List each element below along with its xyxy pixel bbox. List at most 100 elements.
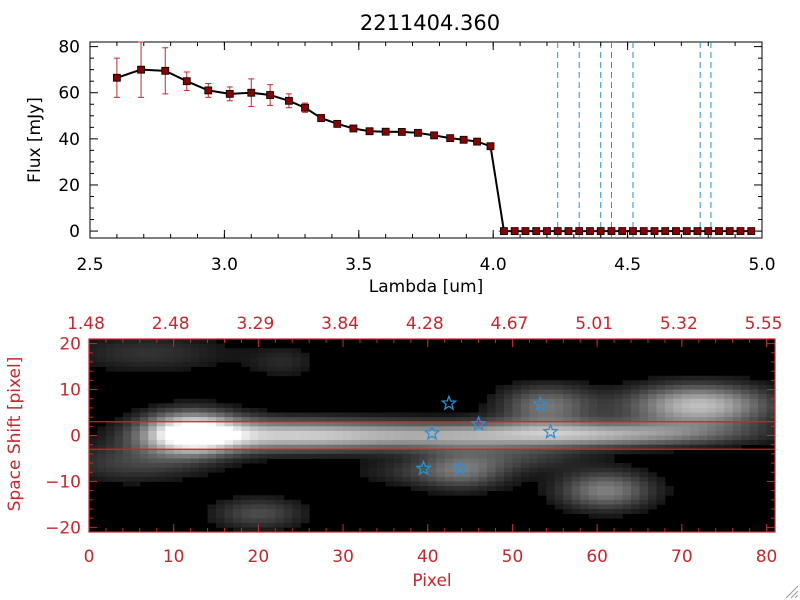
heatmap-cell — [758, 384, 767, 390]
heatmap-cell — [588, 417, 598, 423]
heatmap-cell — [656, 380, 666, 386]
heatmap-cell — [182, 449, 192, 455]
heatmap-cell — [199, 453, 208, 459]
heatmap-cell — [199, 430, 208, 436]
heatmap-cell — [690, 430, 700, 436]
heatmap-cell — [732, 412, 742, 418]
heatmap-cell — [503, 467, 513, 473]
heatmap-cell — [724, 380, 734, 386]
heatmap-cell — [571, 472, 581, 478]
heatmap-cell — [410, 426, 420, 432]
heatmap-cell — [300, 449, 310, 455]
heatmap-cell — [173, 444, 183, 450]
heatmap-cell — [436, 435, 446, 441]
heatmap-cell — [249, 352, 259, 358]
heatmap-cell — [241, 495, 251, 501]
heatmap-cell — [182, 435, 192, 441]
heatmap-cell — [766, 398, 776, 404]
heatmap-cell — [275, 499, 285, 505]
heatmap-cell — [410, 435, 420, 441]
heatmap-cell — [520, 417, 530, 423]
heatmap-cell — [182, 348, 192, 354]
heatmap-cell — [343, 449, 352, 455]
heatmap-cell — [326, 421, 336, 427]
image-top-axis: 1.48 2.48 3.29 3.84 4.28 4.67 5.01 5.32 5.55 — [67, 314, 782, 347]
heatmap-cell — [232, 412, 242, 418]
heatmap-cell — [97, 435, 107, 441]
heatmap-cell — [698, 407, 708, 413]
heatmap-cell — [266, 504, 276, 510]
heatmap-cell — [258, 509, 268, 515]
heatmap-cell — [199, 357, 208, 363]
heatmap-cell — [173, 403, 183, 409]
heatmap-cell — [715, 394, 725, 400]
heatmap-cell — [707, 417, 717, 423]
heatmap-cell — [478, 403, 488, 409]
heatmap-cell — [529, 467, 539, 473]
heatmap-cell — [190, 352, 200, 358]
heatmap-cell — [563, 435, 573, 441]
heatmap-cell — [766, 421, 776, 427]
heatmap-cell — [614, 490, 623, 496]
heatmap-cell — [588, 481, 598, 487]
heatmap-cell — [173, 357, 183, 363]
resize-grip-icon[interactable] — [785, 585, 799, 599]
heatmap-cell — [376, 412, 386, 418]
heatmap-cell — [605, 449, 615, 455]
heatmap-cell — [224, 458, 234, 464]
heatmap-cell — [647, 380, 657, 386]
heatmap-cell — [266, 430, 276, 436]
heatmap-cell — [758, 407, 767, 413]
heatmap-cell — [224, 499, 234, 505]
heatmap-cell — [199, 403, 208, 409]
heatmap-cell — [148, 348, 158, 354]
heatmap-cell — [258, 412, 268, 418]
heatmap-cell — [224, 403, 234, 409]
heatmap-cell — [724, 435, 734, 441]
x-tick-label: 3.0 — [211, 255, 238, 275]
heatmap-cell — [554, 412, 564, 418]
heatmap-cell — [444, 417, 454, 423]
heatmap-cell — [546, 398, 556, 404]
heatmap-cell — [647, 490, 657, 496]
heatmap-cell — [393, 449, 403, 455]
heatmap-cell — [588, 389, 598, 395]
heatmap-cell — [732, 375, 742, 381]
heatmap-cell — [614, 509, 623, 515]
heatmap-cell — [216, 509, 225, 515]
heatmap-cell — [681, 417, 691, 423]
heatmap-cell — [563, 417, 573, 423]
heatmap-cell — [309, 440, 319, 446]
heatmap-cell — [664, 421, 674, 427]
heatmap-cell — [588, 513, 598, 519]
data-point — [543, 227, 551, 235]
heatmap-cell — [131, 449, 141, 455]
heatmap-cell — [631, 389, 640, 395]
heatmap-cell — [258, 435, 268, 441]
heatmap-cell — [410, 472, 420, 478]
heatmap-cell — [139, 417, 149, 423]
heatmap-cell — [478, 476, 488, 482]
heatmap-cell — [597, 403, 607, 409]
heatmap-cell — [478, 444, 488, 450]
heatmap-cell — [571, 495, 581, 501]
heatmap-cell — [216, 467, 225, 473]
heatmap-cell — [470, 435, 479, 441]
heatmap-cell — [588, 504, 598, 510]
heatmap-cell — [732, 421, 742, 427]
heatmap-cell — [182, 463, 192, 469]
x-tick-label: 10 — [163, 547, 185, 567]
heatmap-cell — [249, 440, 259, 446]
heatmap-cell — [707, 412, 717, 418]
heatmap-cell — [639, 403, 649, 409]
heatmap-cell — [156, 403, 166, 409]
heatmap-cell — [249, 504, 259, 510]
star-marker — [531, 395, 549, 412]
heatmap-cell — [283, 522, 293, 528]
heatmap-cell — [647, 449, 657, 455]
heatmap-cell — [343, 430, 352, 436]
heatmap-cell — [597, 481, 607, 487]
heatmap-cell — [546, 449, 556, 455]
data-point — [596, 227, 605, 235]
heatmap-cell — [470, 490, 479, 496]
